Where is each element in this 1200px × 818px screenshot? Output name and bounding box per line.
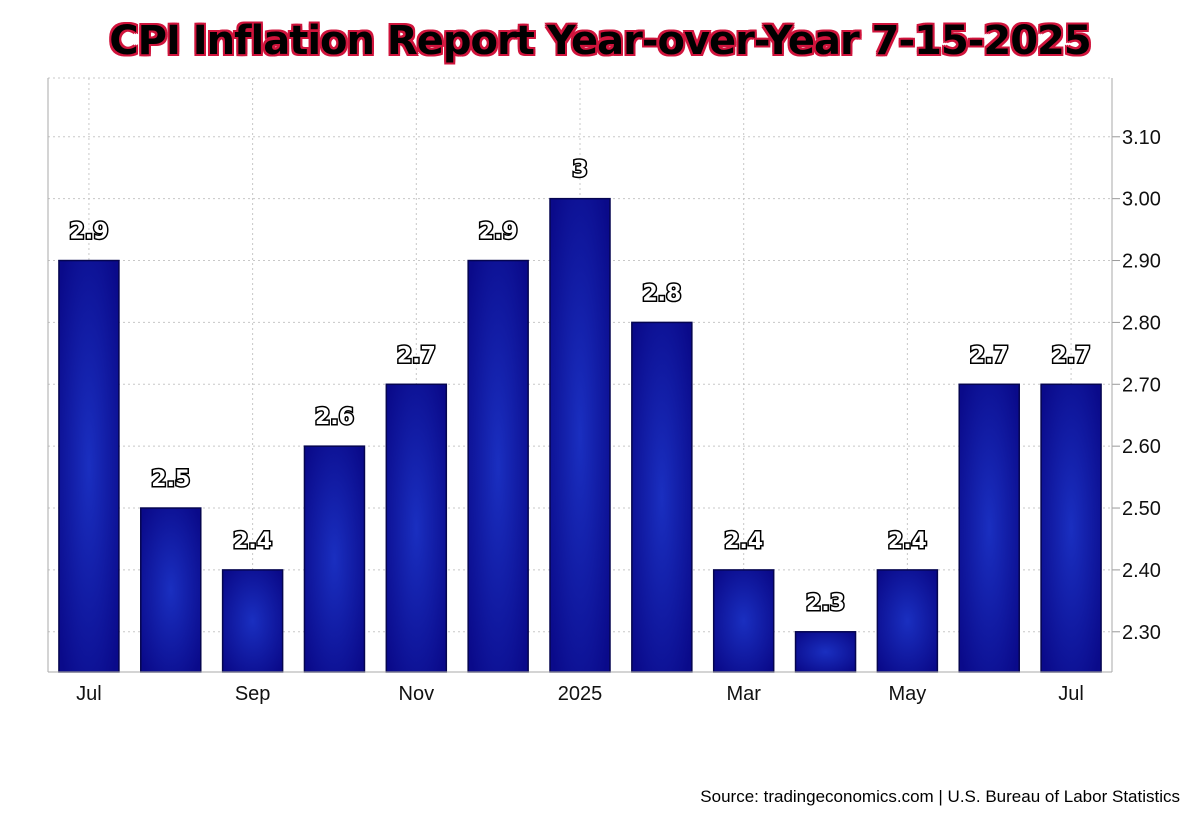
bar-nov: [385, 383, 448, 673]
y-tick-label: 2.80: [1122, 312, 1161, 334]
bar-sep: [221, 569, 284, 673]
data-labels: 2.9 2.5 2.4 2.6 2.7 2.9 3 2.8 2.4 2.3 2.4 2.7 2.7: [68, 156, 1092, 617]
data-label: 2.7: [970, 343, 1009, 368]
data-label: 2.4: [233, 529, 272, 554]
bar-2025: [549, 197, 611, 673]
bar-oct: [303, 445, 366, 673]
data-label: 2.8: [642, 281, 681, 306]
chart-title: CPI Inflation Report Year-over-Year 7-15…: [109, 18, 1091, 64]
x-tick-label: Mar: [726, 683, 761, 705]
data-label: 2.9: [69, 220, 108, 245]
data-label: 2.6: [315, 405, 354, 430]
bars: [58, 197, 1102, 673]
y-tick-label: 2.90: [1122, 251, 1161, 273]
bar-mar: [712, 569, 775, 673]
bar-jul: [58, 259, 120, 673]
data-label: 2.7: [397, 343, 436, 368]
y-tick-label: 2.70: [1122, 374, 1161, 396]
y-tick-label: 2.40: [1122, 560, 1161, 582]
bar-feb: [631, 321, 693, 673]
axes: 2.30 2.40 2.50 2.60 2.70 2.80 2.90 3.00 3.10 Jul S…: [47, 78, 1161, 705]
y-tick-label: 2.60: [1122, 436, 1161, 458]
y-tick-label: 3.00: [1122, 189, 1161, 211]
data-label: 2.4: [888, 529, 927, 554]
bar-jun: [958, 383, 1020, 673]
y-tick-label: 3.10: [1122, 127, 1161, 149]
source-note: Source: tradingeconomics.com | U.S. Bure…: [700, 787, 1180, 806]
bar-dec: [467, 259, 529, 673]
x-tick-label: May: [888, 683, 926, 705]
data-label: 2.4: [724, 529, 763, 554]
y-tick-label: 2.50: [1122, 498, 1161, 520]
y-tick-label: 2.30: [1122, 622, 1161, 644]
x-tick-label: 2025: [558, 683, 603, 705]
bar-may: [876, 569, 939, 673]
x-tick-label: Jul: [1058, 683, 1084, 705]
x-tick-label: Sep: [235, 683, 271, 705]
x-tick-label: Jul: [76, 683, 102, 705]
data-label: 2.7: [1052, 343, 1091, 368]
bar-apr: [794, 631, 857, 673]
x-tick-label: Nov: [399, 683, 435, 705]
bar-aug: [140, 507, 202, 673]
data-label: 2.9: [479, 220, 518, 245]
data-label: 3: [572, 158, 587, 183]
bar-jul: [1040, 383, 1102, 673]
data-label: 2.5: [151, 467, 190, 492]
data-label: 2.3: [806, 591, 845, 616]
